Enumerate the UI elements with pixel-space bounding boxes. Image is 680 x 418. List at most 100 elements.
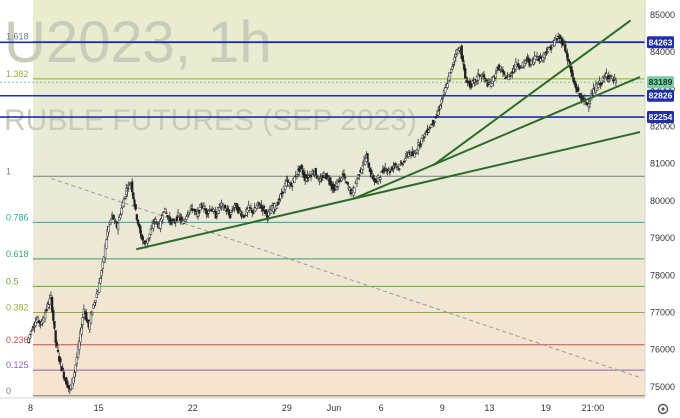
candle-body [413,153,416,158]
candle [482,70,486,83]
candle [165,209,168,215]
candle [361,161,364,175]
trendline [136,131,641,251]
price-badge: 82254 [647,111,674,124]
candle-body [402,161,406,163]
price-badge: 83189 [647,76,674,89]
candle-body [605,73,608,79]
candle [504,73,507,80]
candle-body [588,101,592,104]
candle-body [103,245,107,259]
fib-level-label: 1.618 [6,32,29,42]
candle-body [293,176,296,183]
price-tick-label: 84000 [650,47,675,57]
candle-body [45,309,48,311]
candle [105,238,108,250]
candle-body [166,215,169,218]
candle [185,215,188,223]
candle [162,210,166,213]
candle [101,259,104,274]
candle [81,313,84,329]
candle [534,55,537,61]
candle-body [418,144,421,147]
price-badge-bg [647,89,674,102]
candle [401,162,405,167]
candle-body [526,57,529,59]
time-axis[interactable] [0,398,680,418]
candle-body [414,152,417,155]
candle [353,187,356,193]
candle-body [96,291,100,295]
candle-body [174,220,177,223]
fib-level-label: 1 [6,166,11,176]
candle [120,205,123,216]
candle-body [546,51,549,53]
price-axis[interactable] [645,0,680,398]
candle-body [238,207,241,211]
candle-body [392,165,395,168]
candle-body [72,377,75,384]
candle [291,183,294,191]
price-tick-label: 82000 [650,121,675,131]
price-tick-label: 80000 [650,196,675,206]
candle-body [43,312,47,320]
candle-body [162,210,166,213]
settings-gear-icon[interactable] [657,403,669,415]
candle-body [480,75,483,78]
candle-body [134,204,137,210]
time-tick-label: 29 [282,403,292,413]
candle-body [231,210,234,212]
candle [519,65,522,70]
candle-body [452,62,455,65]
candle-body [433,121,436,123]
candle-body [148,233,151,238]
candle [577,84,580,92]
candle-body [163,207,167,210]
time-axis-ticks: 8 15 22 29 Jun 6 9 13 19 21:00 [28,403,604,413]
price-badge-bg [647,76,674,89]
candle [441,96,445,102]
candle [614,77,618,87]
candle-body [382,168,386,173]
candle [141,234,144,245]
candle-body [597,84,600,89]
candle [404,155,407,163]
time-tick-label: 19 [541,403,551,413]
candle-body [448,72,452,81]
candle [133,197,136,209]
candle [113,214,116,225]
candle-body [401,163,405,166]
candle [438,104,441,115]
candle-body [355,178,359,185]
candle [428,125,432,131]
candle-body [241,214,244,216]
candle [223,203,227,209]
candle [135,213,139,222]
candle-body [314,168,317,176]
candle [48,294,51,310]
candle [107,225,110,236]
candle-body [116,222,120,230]
candle-body [33,326,36,328]
candle-body [155,221,159,224]
candle-body [457,49,460,55]
candle [427,127,430,134]
candle-body [279,193,282,200]
candles [27,32,618,394]
candle-body [126,190,129,192]
candle [382,166,386,174]
candle-body [175,216,179,221]
candle-body [384,167,387,169]
candle-body [59,357,62,363]
candle-body [275,205,279,209]
candle-body [188,209,191,213]
candle [94,300,97,307]
time-tick-label: 15 [94,403,104,413]
candle-body [438,109,441,111]
fib-level-label: 0.125 [6,360,29,370]
candle-body [208,208,211,211]
candle-body [613,77,616,80]
candle-body [372,175,375,180]
candle [358,174,361,181]
